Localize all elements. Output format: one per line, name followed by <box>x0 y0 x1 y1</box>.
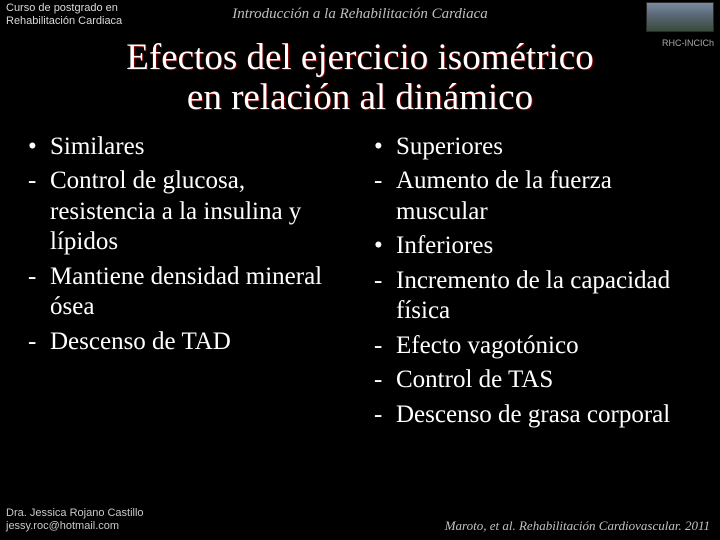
title-line-1: Efectos del ejercicio isométrico <box>126 37 593 78</box>
bullet-marker: - <box>22 262 50 293</box>
footer-citation: Maroto, et al. Rehabilitación Cardiovasc… <box>445 518 710 534</box>
left-item: -Mantiene densidad mineral ósea <box>22 262 352 323</box>
bullet-text: Descenso de TAD <box>50 327 352 358</box>
bullet-marker: • <box>22 132 50 163</box>
footer-author: Dra. Jessica Rojano Castillo <box>6 507 144 521</box>
bullet-marker: - <box>368 266 396 297</box>
bullet-text: Aumento de la fuerza muscular <box>396 166 698 227</box>
header-subtitle: Introducción a la Rehabilitación Cardiac… <box>232 6 488 23</box>
left-item: -Control de glucosa, resistencia a la in… <box>22 166 352 258</box>
right-item: -Aumento de la fuerza muscular <box>368 166 698 227</box>
bullet-marker: • <box>368 132 396 163</box>
bullet-marker: - <box>368 400 396 431</box>
bullet-text: Control de glucosa, resistencia a la ins… <box>50 166 352 258</box>
bullet-marker: - <box>368 365 396 396</box>
header-photo <box>646 2 714 32</box>
header-institution: RHC-INCICh <box>646 38 714 48</box>
right-item: •Superiores <box>368 132 698 163</box>
slide-header: Curso de postgrado en Rehabilitación Car… <box>0 0 720 36</box>
bullet-text: Similares <box>50 132 352 163</box>
left-item: •Similares <box>22 132 352 163</box>
left-column: •Similares-Control de glucosa, resistenc… <box>22 132 352 435</box>
bullet-marker: - <box>368 331 396 362</box>
bullet-text: Descenso de grasa corporal <box>396 400 698 431</box>
footer-email: jessy.roc@hotmail.com <box>6 520 144 534</box>
title-line-2: en relación al dinámico <box>187 77 533 118</box>
footer-author-block: Dra. Jessica Rojano Castillo jessy.roc@h… <box>6 507 144 535</box>
bullet-marker: • <box>368 231 396 262</box>
bullet-text: Incremento de la capacidad física <box>396 266 698 327</box>
bullet-text: Efecto vagotónico <box>396 331 698 362</box>
content-columns: •Similares-Control de glucosa, resistenc… <box>0 118 720 435</box>
bullet-marker: - <box>22 166 50 197</box>
bullet-text: Inferiores <box>396 231 698 262</box>
right-item: •Inferiores <box>368 231 698 262</box>
bullet-text: Superiores <box>396 132 698 163</box>
right-item: -Efecto vagotónico <box>368 331 698 362</box>
right-item: -Descenso de grasa corporal <box>368 400 698 431</box>
slide-title: Efectos del ejercicio isométrico en rela… <box>0 38 720 118</box>
right-item: -Incremento de la capacidad física <box>368 266 698 327</box>
right-column: •Superiores-Aumento de la fuerza muscula… <box>368 132 698 435</box>
right-item: -Control de TAS <box>368 365 698 396</box>
header-left: Curso de postgrado en Rehabilitación Car… <box>6 2 122 27</box>
bullet-marker: - <box>22 327 50 358</box>
bullet-marker: - <box>368 166 396 197</box>
header-right: RHC-INCICh <box>646 2 714 48</box>
bullet-text: Control de TAS <box>396 365 698 396</box>
header-course-line2: Rehabilitación Cardiaca <box>6 15 122 28</box>
left-item: -Descenso de TAD <box>22 327 352 358</box>
bullet-text: Mantiene densidad mineral ósea <box>50 262 352 323</box>
header-course-line1: Curso de postgrado en <box>6 2 122 15</box>
